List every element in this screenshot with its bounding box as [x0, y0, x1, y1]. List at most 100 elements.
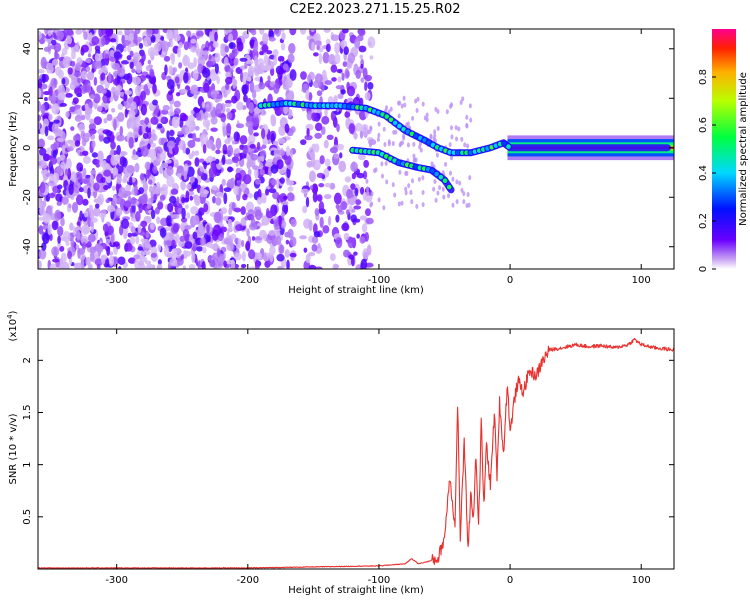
spectrogram-speck: [414, 98, 418, 104]
spectrogram-speck: [50, 143, 58, 151]
spectrogram-speck: [162, 104, 170, 111]
snr-y-multiplier: (x104): [6, 310, 19, 341]
spectrogram-speck: [142, 250, 151, 256]
spectrogram-speck: [283, 195, 288, 200]
spectrogram-speck: [257, 155, 262, 163]
spectrogram-speck: [135, 211, 141, 222]
spectrogram-speck: [377, 121, 381, 127]
spectrogram-speck: [79, 167, 83, 172]
spectrogram-speck: [140, 90, 147, 101]
spectrogram-speck: [354, 122, 363, 132]
spectrogram-speck: [110, 148, 115, 158]
spectrogram-speck: [359, 54, 364, 60]
spectrogram-speck: [152, 165, 158, 174]
spectrogram-speck: [40, 161, 48, 169]
spectrogram-speck: [178, 42, 183, 49]
spectrogram-speck: [186, 183, 192, 190]
spectrogram-speck: [382, 205, 386, 211]
spectrogram-speck: [335, 85, 343, 90]
spectrogram-speck: [383, 142, 387, 148]
spectrogram-speck: [84, 106, 93, 115]
spectrogram-speck: [262, 32, 269, 44]
ridge-bead: [384, 114, 390, 119]
spectrogram-speck: [281, 211, 286, 218]
spectrogram-speck: [280, 220, 287, 229]
spectrogram-speck: [248, 101, 255, 114]
y-tick-label: 1: [22, 461, 33, 467]
spectrogram-speck: [289, 236, 297, 247]
spectrogram-speck: [126, 72, 133, 85]
spectrogram-speck: [324, 183, 332, 188]
spectrogram-speck: [358, 45, 367, 53]
spectrogram-speck: [355, 69, 361, 79]
spectrogram-speck: [385, 179, 389, 185]
snr-line-layer: [38, 337, 674, 569]
spectrogram-speck: [337, 76, 342, 83]
spectrogram-speck: [153, 43, 162, 52]
spectrogram-speck: [174, 76, 180, 84]
spectrogram-speck: [235, 161, 239, 167]
spectrogram-speck: [455, 179, 459, 185]
spectrogram-speck: [201, 260, 206, 269]
spectrogram-speck: [166, 165, 174, 177]
spectrogram-speck: [363, 159, 370, 168]
spectrogram-speck: [123, 39, 130, 47]
spectrogram-speck: [125, 184, 132, 192]
spectrogram-speck: [212, 252, 219, 261]
spectrogram-speck: [124, 108, 128, 118]
spectrogram-speck: [433, 179, 437, 185]
spectrogram-speck: [278, 215, 282, 227]
spectrogram-speck: [233, 252, 242, 261]
spectrogram-speck: [117, 256, 126, 266]
spectrogram-speck: [324, 80, 333, 85]
spectrogram-speck: [196, 246, 203, 252]
spectrogram-speck: [102, 129, 111, 135]
spectrogram-speck: [359, 215, 368, 221]
spectrogram-speck: [279, 127, 284, 133]
spectrogram-speck: [287, 53, 295, 64]
spectrogram-speck: [74, 140, 81, 147]
spectrogram-speck: [380, 173, 384, 179]
spectrogram-speck: [170, 188, 179, 195]
spectrogram-speck: [85, 66, 91, 73]
spectrogram-speck: [71, 49, 76, 60]
spectrogram-speck: [467, 202, 471, 208]
spectrogram-speck: [185, 147, 191, 155]
spectrogram-speck: [455, 136, 459, 142]
spectrogram-speck: [377, 197, 381, 203]
spectrogram-speck: [109, 49, 115, 58]
spectrogram-speck: [91, 217, 98, 223]
spectrogram-speck: [210, 89, 218, 99]
spectrogram-speck: [109, 56, 116, 62]
spectrogram-speck: [42, 232, 50, 245]
spectrogram-speck: [88, 102, 93, 108]
spectrogram-speck: [201, 50, 209, 55]
spectrogram-speck: [436, 190, 440, 196]
spectrogram-speck: [329, 253, 336, 262]
spectrogram-speck: [259, 51, 264, 56]
spectrogram-speck: [240, 206, 246, 215]
spectrogram-speck: [120, 60, 130, 65]
spectrogram-speck: [150, 34, 156, 43]
spectrogram-speck: [214, 52, 221, 63]
spectrogram-speck: [198, 158, 205, 163]
spectrogram-speck: [394, 129, 398, 135]
spectrogram-speck: [284, 78, 293, 89]
spectrogram-speck: [112, 62, 120, 71]
spectrogram-speck: [310, 29, 315, 33]
spectrogram-speck: [180, 89, 188, 94]
spectrogram-speck: [268, 36, 276, 42]
spectrogram-speck: [171, 116, 180, 128]
spectrogram-speck: [227, 218, 233, 228]
spectrogram-speck: [142, 181, 149, 193]
colorbar-tick-label: 0.2: [698, 213, 709, 229]
spectrogram-speck: [351, 208, 356, 213]
spectrogram-speck: [362, 170, 368, 180]
spectrogram-speck: [150, 252, 157, 258]
spectrogram-speck: [171, 214, 180, 219]
ridge-bead: [442, 178, 448, 184]
spectrogram-speck: [423, 115, 427, 121]
spectrogram-speck: [447, 193, 451, 199]
spectrogram-speck: [310, 151, 316, 160]
spectrogram-speck: [100, 254, 108, 261]
